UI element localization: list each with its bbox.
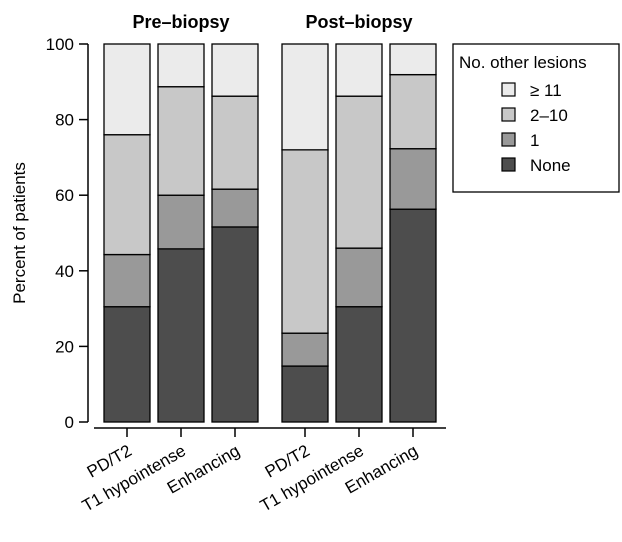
legend-box bbox=[452, 43, 620, 193]
bar-segment bbox=[335, 306, 383, 423]
group-title: Pre–biopsy bbox=[132, 12, 229, 32]
bar-segment bbox=[157, 194, 205, 250]
bar-segment bbox=[389, 208, 437, 423]
y-tick-label: 0 bbox=[65, 413, 74, 432]
bar-segment bbox=[211, 95, 259, 190]
bar-segment bbox=[211, 226, 259, 423]
bar-segment bbox=[103, 306, 151, 423]
bar-segment bbox=[211, 43, 259, 97]
y-tick-label: 40 bbox=[55, 262, 74, 281]
bar-segment bbox=[211, 188, 259, 228]
legend-entry-label: 1 bbox=[530, 131, 539, 150]
bar-segment bbox=[389, 73, 437, 150]
y-tick-label: 20 bbox=[55, 337, 74, 356]
legend-swatch bbox=[501, 82, 516, 97]
bar-segment bbox=[389, 43, 437, 76]
legend-entry-label: None bbox=[530, 156, 571, 175]
legend-entry-label: ≥ 11 bbox=[530, 81, 562, 100]
bar-segment bbox=[157, 248, 205, 423]
bar-segment bbox=[103, 134, 151, 256]
bar-segment bbox=[281, 365, 329, 423]
legend-swatch bbox=[501, 132, 516, 147]
legend-entry-label: 2–10 bbox=[530, 106, 568, 125]
bar-segment bbox=[281, 332, 329, 367]
bar-segment bbox=[103, 43, 151, 136]
bar-segment bbox=[281, 149, 329, 334]
group-title: Post–biopsy bbox=[305, 12, 412, 32]
y-axis-label: Percent of patients bbox=[10, 162, 29, 304]
legend-swatch bbox=[501, 107, 516, 122]
bar-segment bbox=[157, 86, 205, 196]
y-tick-label: 60 bbox=[55, 186, 74, 205]
bar-segment bbox=[389, 148, 437, 210]
bar-segment bbox=[335, 43, 383, 97]
bar-segment bbox=[335, 95, 383, 249]
y-tick-label: 80 bbox=[55, 111, 74, 130]
bar-segment bbox=[157, 43, 205, 88]
bar-segment bbox=[335, 247, 383, 308]
legend-swatch bbox=[501, 157, 516, 172]
bar-segment bbox=[103, 253, 151, 308]
bar-segment bbox=[281, 43, 329, 151]
legend-title: No. other lesions bbox=[459, 53, 587, 72]
y-tick-label: 100 bbox=[46, 35, 74, 54]
